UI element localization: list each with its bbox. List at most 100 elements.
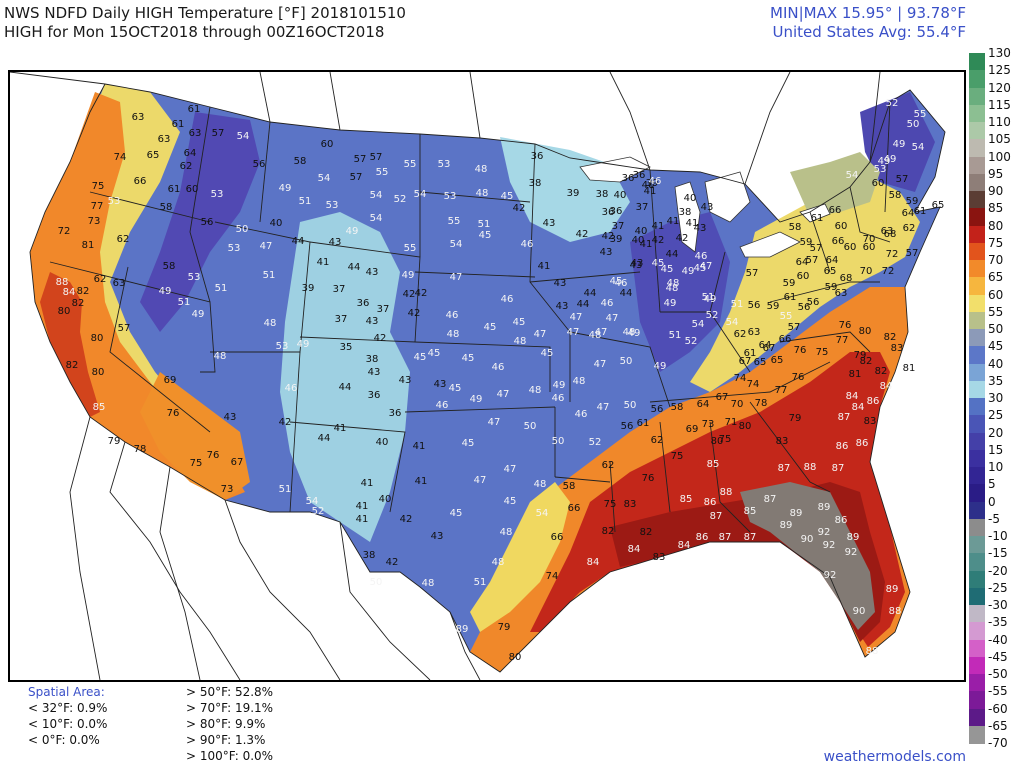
temperature-label: 76 — [166, 408, 180, 419]
temperature-label: 45 — [461, 353, 475, 364]
legend-tick-label: 45 — [988, 339, 1004, 354]
temperature-label: 45 — [483, 322, 497, 333]
temperature-label: 62 — [902, 223, 916, 234]
legend-swatch — [969, 173, 985, 192]
temperature-label: 89 — [846, 532, 860, 543]
temperature-label: 46 — [491, 362, 505, 373]
temperature-label: 54 — [413, 189, 427, 200]
legend-tick-label: 120 — [988, 80, 1011, 95]
temperature-label: 61 — [783, 292, 797, 303]
temperature-label: 77 — [835, 335, 849, 346]
temperature-label: 56 — [200, 217, 214, 228]
temperature-label: 81 — [81, 240, 95, 251]
temperature-label: 65 — [753, 357, 767, 368]
temperature-label: 50 — [523, 421, 537, 432]
legend-swatch — [969, 156, 985, 175]
temperature-label: 36 — [388, 408, 402, 419]
temperature-label: 46 — [445, 310, 459, 321]
temperature-label: 43 — [365, 316, 379, 327]
temperature-label: 58 — [670, 402, 684, 413]
legend-tick-label: -65 — [988, 718, 1008, 733]
temperature-label: 82 — [874, 366, 888, 377]
temperature-label: 60 — [796, 271, 810, 282]
temperature-label: 88 — [865, 646, 879, 657]
temperature-label: 57 — [349, 172, 363, 183]
minmax-readout: MIN|MAX 15.95° | 93.78°F — [770, 4, 966, 22]
temperature-label: 45 — [500, 191, 514, 202]
temperature-label: 58 — [162, 261, 176, 272]
stat-below-10: < 10°F: 0.0% — [28, 717, 108, 731]
temperature-label: 61 — [636, 418, 650, 429]
legend-swatch — [969, 570, 985, 589]
temperature-label: 58 — [293, 156, 307, 167]
temperature-label: 87 — [763, 494, 777, 505]
temperature-label: 53 — [210, 189, 224, 200]
temperature-label: 37 — [611, 221, 625, 232]
temperature-label: 51 — [298, 196, 312, 207]
temperature-label: 86 — [855, 438, 869, 449]
temperature-label: 48 — [533, 479, 547, 490]
temperature-label: 36 — [632, 170, 646, 181]
temperature-label: 45 — [512, 317, 526, 328]
temperature-label: 85 — [92, 402, 106, 413]
legend-tick-label: 5 — [988, 477, 996, 492]
temperature-label: 42 — [385, 557, 399, 568]
temperature-label: 70 — [862, 234, 876, 245]
legend-swatch — [969, 311, 985, 330]
legend-swatch — [969, 260, 985, 278]
temperature-label: 45 — [478, 230, 492, 241]
temperature-label: 49 — [877, 156, 891, 167]
temperature-label: 52 — [588, 437, 602, 448]
temperature-label: 92 — [822, 540, 836, 551]
temperature-label: 87 — [831, 463, 845, 474]
temperature-label: 40 — [613, 190, 627, 201]
temperature-label: 48 — [213, 351, 227, 362]
legend-swatch — [969, 536, 985, 554]
temperature-label: 59 — [766, 301, 780, 312]
temperature-label: 52 — [684, 336, 698, 347]
temperature-label: 64 — [901, 208, 915, 219]
stat-above-70: > 70°F: 19.1% — [186, 701, 274, 715]
legend-swatch — [969, 87, 985, 106]
legend-tick-label: -10 — [988, 529, 1008, 543]
temperature-label: 62 — [116, 234, 130, 245]
temperature-label: 51 — [214, 283, 228, 294]
legend-tick-label: 30 — [988, 391, 1004, 405]
temperature-label: 57 — [787, 322, 801, 333]
temperature-label: 67 — [230, 457, 244, 468]
color-legend: 130 125 120 115 110 105 100 95 90 85 80 75 70 65 60 55 5… — [969, 45, 1021, 755]
temperature-label: 49 — [681, 266, 695, 277]
temperature-label: 48 — [263, 318, 277, 329]
temperature-label: 56 — [747, 300, 761, 311]
legend-swatch — [969, 242, 985, 261]
temperature-label: 63 — [157, 134, 171, 145]
legend-swatch — [969, 553, 985, 571]
temperature-label: 62 — [179, 161, 193, 172]
legend-swatch — [969, 587, 985, 606]
temperature-label: 48 — [475, 188, 489, 199]
map-header-left: NWS NDFD Daily HIGH Temperature [°F] 201… — [4, 4, 406, 42]
temperature-label: 48 — [513, 336, 527, 347]
temperature-label: 51 — [473, 577, 487, 588]
temperature-label: 49 — [278, 183, 292, 194]
temperature-label: 44 — [317, 433, 331, 444]
temperature-label: 61 — [913, 206, 927, 217]
temperature-label: 84 — [586, 557, 600, 568]
temperature-label: 43 — [599, 247, 613, 258]
legend-tick-label: -30 — [988, 598, 1008, 612]
temperature-label: 54 — [691, 319, 705, 330]
temperature-label: 78 — [133, 444, 147, 455]
temperature-label: 87 — [743, 532, 757, 543]
temperature-label: 41 — [412, 441, 426, 452]
temperature-label: 63 — [747, 327, 761, 338]
temperature-label: 38 — [365, 354, 379, 365]
temperature-label: 57 — [805, 255, 819, 266]
temperature-label: 59 — [905, 196, 919, 207]
temperature-label: 43 — [367, 367, 381, 378]
temperature-label: 53 — [107, 196, 121, 207]
temperature-label: 89 — [817, 502, 831, 513]
temperature-label: 39 — [566, 188, 580, 199]
map-header-right: MIN|MAX 15.95° | 93.78°F United States A… — [770, 4, 966, 42]
temperature-label: 66 — [133, 176, 147, 187]
map-graphic — [10, 72, 964, 680]
